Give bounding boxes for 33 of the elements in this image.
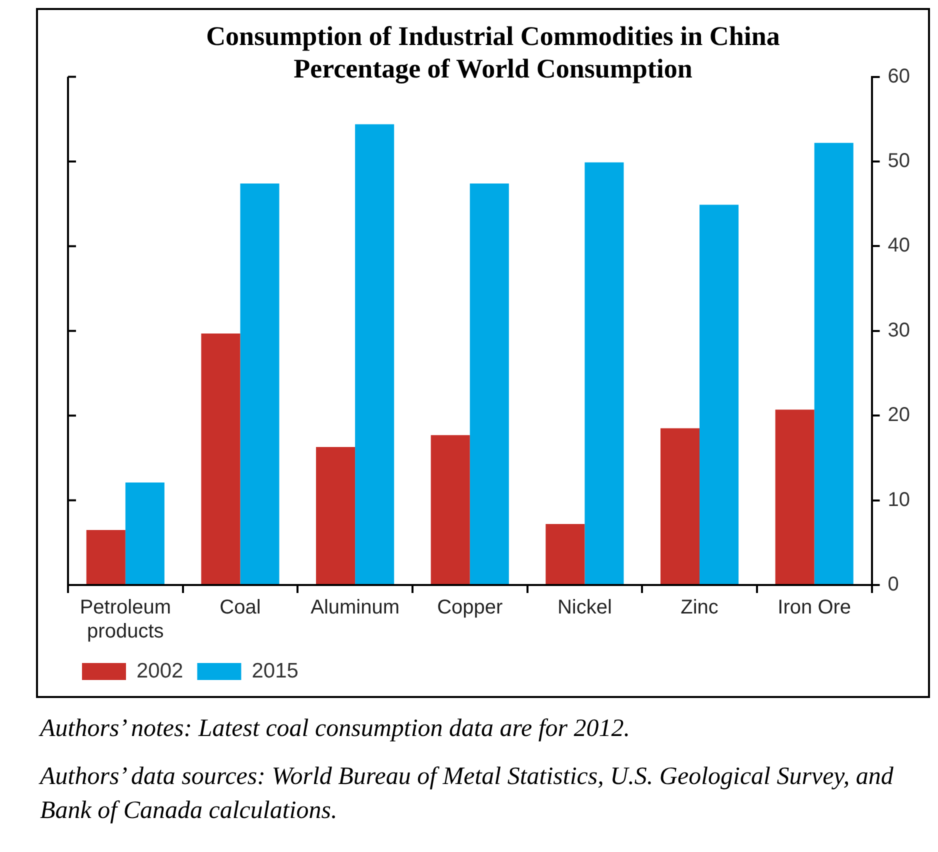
text: Authors’ data sources: World Bureau of Metal Statistics, U.S. Geological Survey, and Bank of Canada calculations.: [40, 762, 894, 826]
y-tick-label: 60: [888, 65, 910, 88]
y-tick-label: 0: [888, 574, 899, 596]
y-tick-label: 50: [888, 150, 910, 172]
text: Authors’ notes: Latest coal consumption data are for 2012.: [40, 714, 632, 744]
y-tick-label: 30: [888, 319, 910, 342]
x-tick-label: Nickel: [557, 596, 612, 619]
chart-title: Consumption of Industrial Commodities in China Percentage of World Consumption: [206, 21, 780, 84]
bar: [125, 482, 164, 584]
bar: [814, 142, 854, 584]
x-tick-label: Iron Ore: [778, 596, 852, 619]
bar: [775, 410, 814, 584]
y-tick-label: 40: [888, 234, 910, 257]
bar: [316, 446, 356, 584]
bar: [584, 162, 624, 584]
x-tick-label: Copper: [437, 596, 504, 619]
x-tick-label: Zinc: [680, 596, 718, 619]
legend-label: 2002: [136, 659, 184, 682]
bar: [470, 184, 509, 584]
bar: [430, 435, 470, 584]
bar: [355, 124, 394, 584]
x-tick-label: Petroleum products: [80, 596, 171, 643]
bar: [86, 530, 126, 584]
y-tick-label: 10: [888, 488, 910, 511]
y-tick-label: 20: [888, 404, 910, 426]
bar: [201, 333, 240, 584]
x-tick-label: Coal: [220, 596, 261, 619]
bar: [660, 428, 700, 584]
legend-label: 2015: [252, 659, 298, 682]
bar: [546, 524, 585, 584]
bar: [240, 184, 280, 584]
x-tick-label: Aluminum: [310, 596, 400, 619]
bar: [700, 204, 739, 584]
